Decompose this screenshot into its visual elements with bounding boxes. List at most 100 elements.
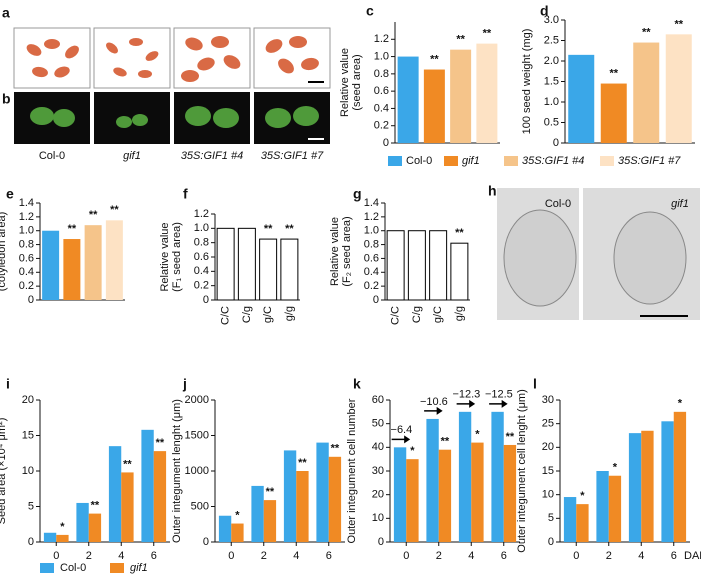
x-tick-label: 0 [228,550,234,562]
significance: ** [266,486,275,498]
significance: ** [123,458,132,470]
significance: ** [91,500,100,512]
bar [429,230,448,301]
significance: ** [156,437,165,449]
y-tick-label: 0 [373,294,379,306]
y-tick-label: 5 [548,512,554,524]
bar [568,54,595,143]
bar [237,227,256,301]
y-tick-label: 0.4 [194,265,209,277]
x-tick-label: 6 [671,550,677,562]
y-tick-label: 15 [542,465,554,477]
bar [673,411,687,542]
bar [108,446,122,542]
y-tick-label: 20 [22,394,34,406]
x-axis-label: DAP [684,550,701,562]
legend-label: gif1 [130,562,148,574]
legend-swatch [388,156,402,166]
y-tick-label: 30 [372,465,384,477]
significance: ** [506,431,515,443]
y-tick-label: 0.8 [19,238,34,250]
arrow-label: −6.4 [391,424,413,436]
bar [576,504,589,542]
bar [259,238,278,301]
significance: ** [674,18,683,30]
y-tick-label: 20 [372,489,384,501]
y-tick-label: 0 [203,536,209,548]
y-tick-label: 0.2 [19,280,34,292]
y-tick-label: 1.4 [19,197,34,209]
significance: ** [298,457,307,469]
y-tick-label: 1.0 [364,225,379,237]
seedling-photos [14,92,330,144]
panel-label: e [6,186,14,202]
significance: ** [285,223,294,235]
y-tick-label: 0.2 [194,280,209,292]
bar [63,239,81,300]
y-tick-label: 60 [372,394,384,406]
y-axis-label: Seed area (×10⁴ μm²) [0,418,8,525]
y-tick-label: 0 [28,294,34,306]
y-tick-label: 0 [553,137,559,149]
bar [386,230,405,301]
y-tick-label: 30 [542,394,554,406]
x-tick-label: 2 [261,550,267,562]
bar [218,515,232,542]
significance: * [60,521,65,533]
significance: * [235,509,240,521]
y-tick-label: 0 [383,137,389,149]
panel-label: h [488,183,497,199]
y-tick-label: 2000 [185,394,209,406]
significance: ** [609,67,618,79]
bar [407,230,426,301]
significance: ** [430,53,439,65]
bar [438,449,452,542]
y-axis-label: Outer integument cell number [346,398,358,543]
bar [296,471,309,542]
y-axis-label: Outer integument cell lenght (μm) [516,389,528,552]
bar [84,225,102,300]
bar [406,459,419,542]
x-tick-label: 4 [118,550,124,562]
panel-label: k [353,376,361,392]
y-tick-label: 0.8 [374,68,389,80]
legend-swatch [600,156,614,166]
x-tick-label: 6 [151,550,157,562]
bar [397,56,419,144]
x-tick-label: g/C [262,306,274,323]
y-tick-label: 1000 [185,465,209,477]
y-tick-label: 0 [28,536,34,548]
image-label: gif1 [671,198,689,210]
arrow-head [404,435,411,444]
arrow-head [469,399,476,408]
micrographs [497,188,700,320]
significance: ** [483,28,492,40]
significance: ** [456,34,465,46]
panel-label: d [540,3,549,19]
x-tick-label: 0 [573,550,579,562]
bar [450,242,469,301]
bar [42,230,60,300]
y-tick-label: 0 [548,536,554,548]
x-tick-label: 2 [436,550,442,562]
bar [661,421,674,542]
bar [251,485,264,542]
x-tick-label: C/g [411,306,423,323]
legend-swatch [444,156,458,166]
y-tick-label: 0 [378,536,384,548]
bar [641,430,654,542]
bar [216,227,235,301]
y-tick-label: 0.6 [374,85,389,97]
legend-label: Col-0 [406,155,432,167]
x-tick-label: 4 [468,550,474,562]
panel-label: a [2,5,10,21]
arrow-label: −10.6 [420,396,448,408]
significance: * [580,490,585,502]
y-tick-label: 0.5 [544,116,559,128]
legend-label: gif1 [462,155,480,167]
bar [628,433,642,542]
x-tick-label: 2 [86,550,92,562]
y-tick-label: 1.0 [194,222,209,234]
legend-swatch [40,563,54,573]
y-tick-label: 10 [542,489,554,501]
